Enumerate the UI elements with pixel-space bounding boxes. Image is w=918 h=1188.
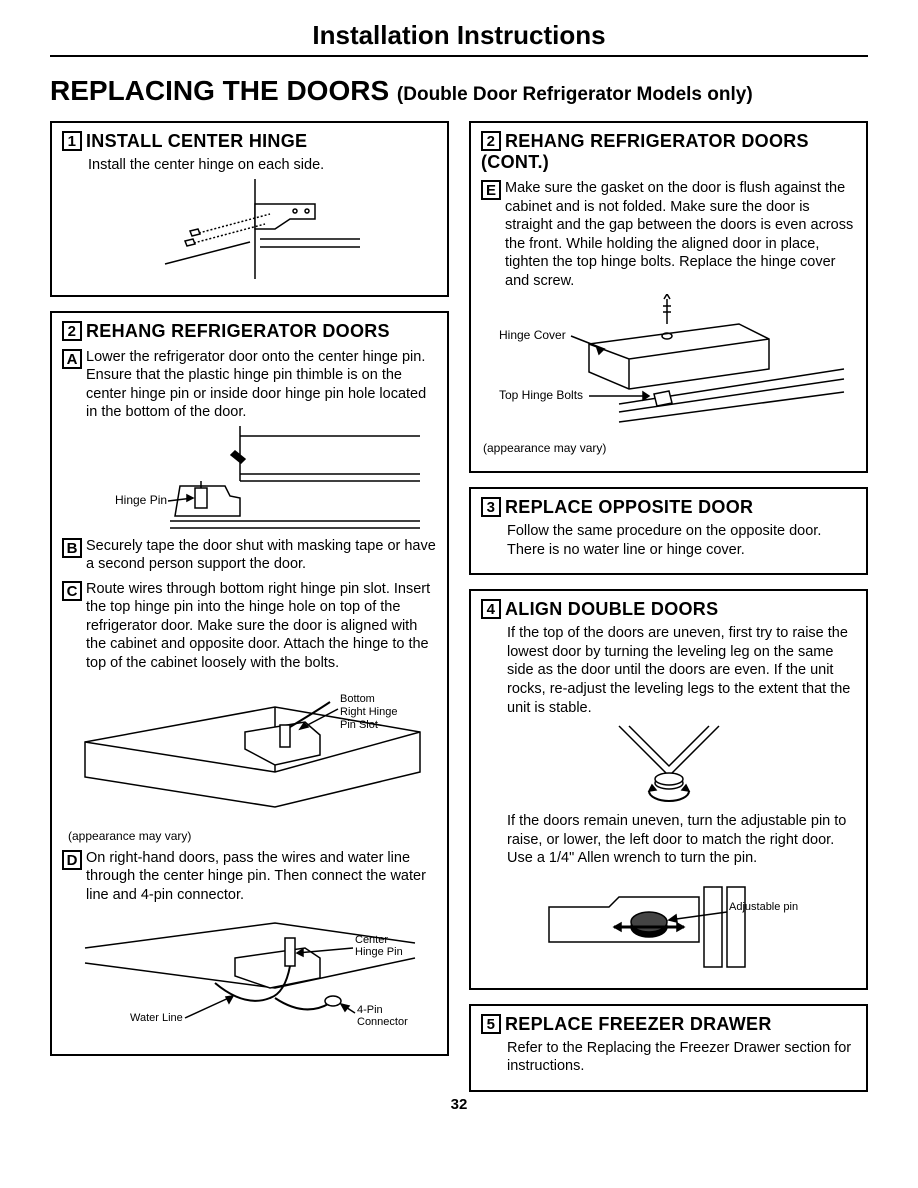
- step-number-box: 2: [62, 321, 82, 341]
- step-b: B Securely tape the door shut with maski…: [62, 537, 437, 574]
- figure-leveling-leg: [481, 721, 856, 806]
- svg-text:Center: Center: [355, 934, 388, 946]
- panel-title-text: REPLACE OPPOSITE DOOR: [505, 497, 753, 517]
- panel-align-doors: 4ALIGN DOUBLE DOORS If the top of the do…: [469, 589, 868, 989]
- main-subtitle: (Double Door Refrigerator Models only): [397, 84, 753, 105]
- main-heading: REPLACING THE DOORS (Double Door Refrige…: [50, 75, 868, 107]
- panel-title-text: REHANG REFRIGERATOR DOORS: [86, 321, 390, 341]
- step-number-box: 3: [481, 497, 501, 517]
- step-d: D On right-hand doors, pass the wires an…: [62, 849, 437, 905]
- svg-text:Top Hinge Bolts: Top Hinge Bolts: [499, 388, 583, 402]
- step-letter-box: E: [481, 180, 501, 200]
- svg-text:Hinge Pin: Hinge Pin: [355, 946, 403, 958]
- panel-rehang-doors: 2REHANG REFRIGERATOR DOORS A Lower the r…: [50, 311, 449, 1057]
- step-letter-box: D: [62, 850, 82, 870]
- panel-replace-freezer: 5REPLACE FREEZER DRAWER Refer to the Rep…: [469, 1004, 868, 1092]
- figure-hinge-cover: Hinge Cover Top Hinge Bolts (appearance …: [481, 294, 856, 455]
- figure-caption: (appearance may vary): [483, 441, 856, 455]
- svg-text:Hinge Pin: Hinge Pin: [115, 493, 167, 507]
- step-a: A Lower the refrigerator door onto the c…: [62, 348, 437, 422]
- figure-hinge-pin: Hinge Pin: [62, 426, 437, 531]
- panel-title-text: REPLACE FREEZER DRAWER: [505, 1014, 772, 1034]
- figure-adjustable-pin: Adjustable pin: [481, 872, 856, 972]
- panel-replace-opposite: 3REPLACE OPPOSITE DOOR Follow the same p…: [469, 487, 868, 575]
- panel-text: Install the center hinge on each side.: [88, 156, 437, 175]
- panel-title-text: ALIGN DOUBLE DOORS: [505, 599, 718, 619]
- panel-title-text: REHANG REFRIGERATOR DOORS (CONT.): [481, 131, 809, 172]
- figure-center-hinge: [62, 179, 437, 279]
- panel-title: 3REPLACE OPPOSITE DOOR: [481, 497, 856, 518]
- step-text: Lower the refrigerator door onto the cen…: [86, 348, 437, 422]
- step-number-box: 5: [481, 1014, 501, 1034]
- step-letter-box: B: [62, 538, 82, 558]
- svg-text:Water Line: Water Line: [130, 1012, 183, 1024]
- page-header: Installation Instructions: [50, 20, 868, 57]
- panel-title: 2REHANG REFRIGERATOR DOORS (CONT.): [481, 131, 856, 173]
- panel-text-2: If the doors remain uneven, turn the adj…: [507, 812, 856, 868]
- two-column-layout: 1INSTALL CENTER HINGE Install the center…: [50, 121, 868, 1092]
- figure-water-line: Center Hinge Pin Water Line 4-Pin Connec…: [62, 908, 437, 1038]
- step-letter-box: A: [62, 349, 82, 369]
- panel-text: If the top of the doors are uneven, firs…: [507, 624, 856, 717]
- panel-title-text: INSTALL CENTER HINGE: [86, 131, 307, 151]
- step-letter-box: C: [62, 581, 82, 601]
- svg-text:Bottom: Bottom: [340, 693, 375, 705]
- page-number: 32: [50, 1096, 868, 1113]
- step-text: Securely tape the door shut with masking…: [86, 537, 437, 574]
- right-column: 2REHANG REFRIGERATOR DOORS (CONT.) E Mak…: [469, 121, 868, 1092]
- panel-rehang-cont: 2REHANG REFRIGERATOR DOORS (CONT.) E Mak…: [469, 121, 868, 473]
- left-column: 1INSTALL CENTER HINGE Install the center…: [50, 121, 449, 1092]
- main-title: REPLACING THE DOORS: [50, 75, 389, 106]
- step-number-box: 2: [481, 131, 501, 151]
- step-c: C Route wires through bottom right hinge…: [62, 580, 437, 673]
- step-text: On right-hand doors, pass the wires and …: [86, 849, 437, 905]
- svg-text:Hinge Cover: Hinge Cover: [499, 328, 566, 342]
- panel-text: Follow the same procedure on the opposit…: [507, 522, 856, 559]
- svg-text:Right Hinge: Right Hinge: [340, 706, 397, 718]
- step-text: Make sure the gasket on the door is flus…: [505, 179, 856, 290]
- panel-install-center-hinge: 1INSTALL CENTER HINGE Install the center…: [50, 121, 449, 297]
- svg-text:Connector: Connector: [357, 1016, 408, 1028]
- step-e: E Make sure the gasket on the door is fl…: [481, 179, 856, 290]
- panel-title: 4ALIGN DOUBLE DOORS: [481, 599, 856, 620]
- panel-title: 5REPLACE FREEZER DRAWER: [481, 1014, 856, 1035]
- svg-text:Pin Slot: Pin Slot: [340, 719, 378, 731]
- panel-text: Refer to the Replacing the Freezer Drawe…: [507, 1039, 856, 1076]
- panel-title: 2REHANG REFRIGERATOR DOORS: [62, 321, 437, 342]
- figure-caption: (appearance may vary): [68, 829, 437, 843]
- svg-text:Adjustable pin: Adjustable pin: [729, 901, 798, 913]
- svg-text:4-Pin: 4-Pin: [357, 1004, 383, 1016]
- step-number-box: 1: [62, 131, 82, 151]
- step-text: Route wires through bottom right hinge p…: [86, 580, 437, 673]
- figure-bottom-hinge-slot: Bottom Right Hinge Pin Slot (appearance …: [62, 677, 437, 843]
- step-number-box: 4: [481, 599, 501, 619]
- panel-title: 1INSTALL CENTER HINGE: [62, 131, 437, 152]
